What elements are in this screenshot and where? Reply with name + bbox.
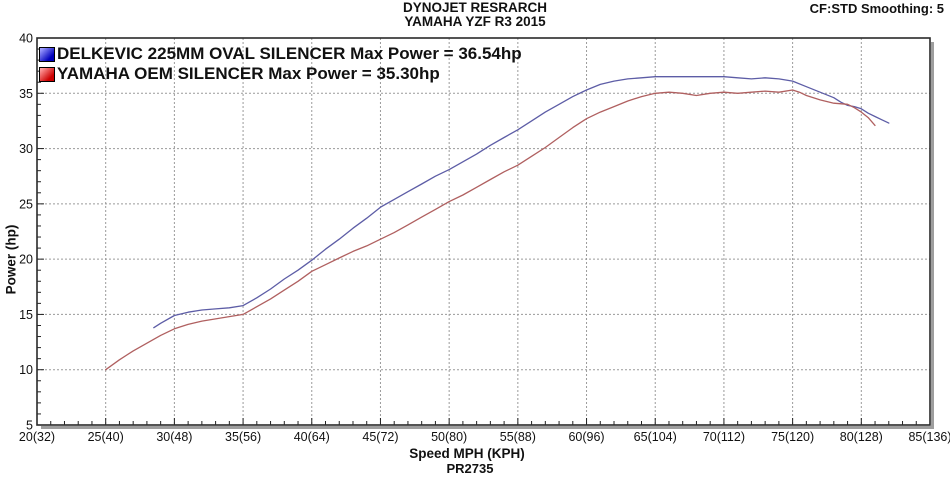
x-tick-label: 30(48): [156, 430, 192, 444]
x-tick-label: 70(112): [703, 430, 745, 444]
legend-row-delkevic: DELKEVIC 225MM OVAL SILENCER Max Power =…: [39, 44, 522, 64]
smoothing-setting: CF:STD Smoothing: 5: [809, 1, 944, 16]
x-axis-title: Speed MPH (KPH): [409, 446, 525, 461]
x-tick-label: 40(64): [294, 430, 330, 444]
run-id: PR2735: [446, 461, 494, 476]
legend: DELKEVIC 225MM OVAL SILENCER Max Power =…: [39, 44, 522, 84]
y-tick-label: 5: [26, 419, 33, 433]
x-tick-label: 85(136): [908, 430, 950, 444]
series-line-delkevic: [153, 76, 890, 329]
y-tick-label: 20: [19, 253, 33, 267]
delkevic-series-label: DELKEVIC 225MM OVAL SILENCER Max Power =…: [57, 44, 522, 63]
y-tick-label: 35: [19, 87, 33, 101]
x-tick-label: 75(120): [771, 430, 814, 444]
x-tick-label: 65(104): [634, 430, 677, 444]
x-tick-label: 35(56): [225, 430, 261, 444]
y-tick-label: 25: [19, 197, 33, 211]
x-tick-label: 55(88): [500, 430, 536, 444]
y-axis-title: Power (hp): [3, 224, 19, 295]
oem-series-swatch-icon: [39, 66, 55, 82]
y-tick-label: 30: [19, 142, 33, 156]
chart-subtitle: YAMAHA YZF R3 2015: [404, 14, 546, 29]
chart-title: DYNOJET RESRARCH: [402, 0, 548, 15]
y-tick-label: 10: [19, 363, 33, 377]
delkevic-series-swatch-icon: [39, 46, 55, 62]
x-tick-label: 45(72): [362, 430, 398, 444]
x-tick-label: 60(96): [568, 430, 604, 444]
x-tick-label: 25(40): [88, 430, 124, 444]
plot-frame: [36, 37, 931, 426]
series-line-yamaha: [105, 89, 876, 371]
y-tick-label: 15: [19, 308, 33, 322]
oem-series-label: YAMAHA OEM SILENCER Max Power = 35.30hp: [57, 64, 440, 83]
plot-background: [37, 38, 930, 425]
y-tick-label: 40: [19, 32, 33, 46]
x-tick-label: 80(128): [840, 430, 883, 444]
legend-row-oem: YAMAHA OEM SILENCER Max Power = 35.30hp: [39, 64, 522, 84]
x-tick-label: 50(80): [431, 430, 467, 444]
x-tick-label: 20(32): [19, 430, 55, 444]
